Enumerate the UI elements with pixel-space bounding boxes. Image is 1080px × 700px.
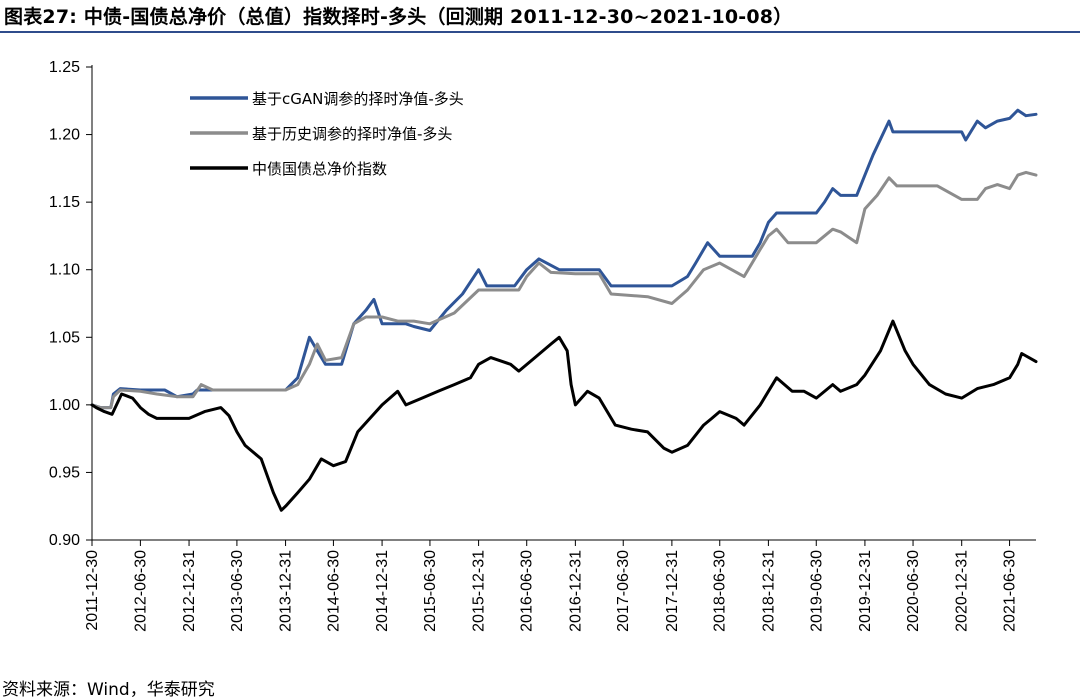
legend-label-1: 基于cGAN调参的择时净值-多头 bbox=[252, 90, 464, 108]
y-tick-label: 1.00 bbox=[49, 397, 80, 414]
y-axis-ticks: 0.90 0.95 1.00 1.05 1.10 1.15 1.20 1.25 bbox=[49, 59, 92, 549]
x-tick-label: 2012-06-30 bbox=[132, 550, 149, 632]
series-lines bbox=[90, 108, 1038, 512]
x-tick-label: 2016-12-31 bbox=[567, 550, 584, 632]
x-tick-label: 2018-12-31 bbox=[760, 550, 777, 632]
x-tick-label: 2016-06-30 bbox=[519, 550, 536, 632]
x-tick-label: 2017-12-31 bbox=[664, 550, 681, 632]
x-tick-label: 2018-06-30 bbox=[712, 550, 729, 632]
series-line-2 bbox=[90, 170, 1038, 410]
series-line-3 bbox=[90, 319, 1038, 512]
x-tick-label: 2019-12-31 bbox=[857, 550, 874, 632]
x-tick-label: 2015-12-31 bbox=[471, 550, 488, 632]
x-tick-label: 2014-06-30 bbox=[325, 550, 342, 632]
y-tick-label: 1.05 bbox=[49, 329, 80, 346]
y-tick-label: 1.25 bbox=[49, 59, 80, 76]
x-tick-label: 2015-06-30 bbox=[422, 550, 439, 632]
chart-title: 图表27: 中债-国债总净价（总值）指数择时-多头（回测期 2011-12-30… bbox=[4, 6, 793, 28]
series-line-1 bbox=[90, 108, 1038, 410]
x-tick-label: 2013-06-30 bbox=[229, 550, 246, 632]
x-tick-label: 2020-12-31 bbox=[954, 550, 971, 632]
y-tick-label: 1.10 bbox=[49, 262, 80, 279]
x-tick-label: 2012-12-31 bbox=[181, 550, 198, 632]
y-tick-label: 0.90 bbox=[49, 532, 80, 549]
y-tick-label: 1.20 bbox=[49, 127, 80, 144]
x-tick-label: 2017-06-30 bbox=[615, 550, 632, 632]
x-tick-label: 2011-12-30 bbox=[84, 550, 101, 631]
legend-label-2: 基于历史调参的择时净值-多头 bbox=[252, 125, 452, 143]
title-divider bbox=[0, 31, 1080, 33]
y-tick-label: 1.15 bbox=[49, 194, 80, 211]
chart-axes bbox=[91, 65, 1036, 541]
x-tick-label: 2021-06-30 bbox=[1002, 550, 1019, 632]
x-tick-label: 2014-12-31 bbox=[374, 550, 391, 632]
x-tick-label: 2019-06-30 bbox=[808, 550, 825, 632]
x-axis-ticks: 2011-12-30 2012-06-30 2012-12-31 2013-06-30… bbox=[84, 540, 1019, 632]
legend-label-3: 中债国债总净价指数 bbox=[252, 160, 387, 178]
y-tick-label: 0.95 bbox=[49, 464, 80, 481]
x-tick-label: 2020-06-30 bbox=[905, 550, 922, 632]
source-note: 资料来源：Wind，华泰研究 bbox=[2, 680, 215, 700]
x-tick-label: 2013-12-31 bbox=[278, 550, 295, 632]
